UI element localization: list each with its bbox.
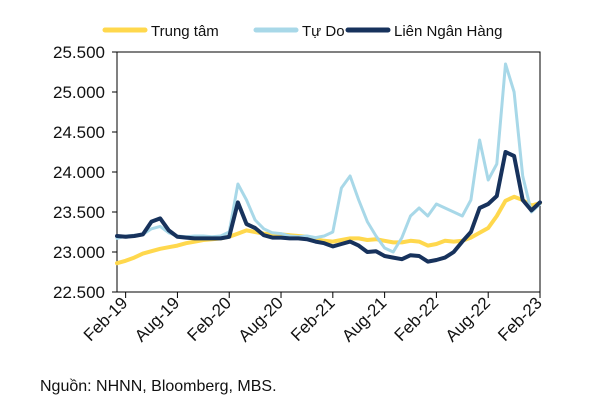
x-tick-label: Feb-21 xyxy=(287,293,339,345)
x-tick-label: Aug-21 xyxy=(338,293,390,345)
x-tick-label: Feb-23 xyxy=(494,293,546,345)
x-tick-label: Aug-22 xyxy=(442,293,494,345)
y-tick-label: 24.000 xyxy=(53,163,105,182)
series-line xyxy=(115,194,542,266)
x-tick-label: Aug-20 xyxy=(235,293,287,345)
y-tick-label: 23.000 xyxy=(53,243,105,262)
x-tick-label: Aug-19 xyxy=(131,293,183,345)
x-axis: Feb-19 Aug-19 Feb-20 Aug-20 Feb-21 Aug-21 Feb-… xyxy=(80,292,546,346)
y-axis: 22.500 23.000 23.500 24.000 24.500 25.000 25.5… xyxy=(53,43,117,302)
series-line xyxy=(115,150,542,264)
plot-frame xyxy=(116,51,541,293)
y-tick-label: 22.500 xyxy=(53,283,105,302)
legend-label: Liên Ngân Hàng xyxy=(394,23,502,40)
y-tick-label: 24.500 xyxy=(53,123,105,142)
series-line xyxy=(115,62,542,254)
legend-label: Tự Do xyxy=(302,23,345,40)
chart-legend: Trung tâm Tự Do Liên Ngân Hàng xyxy=(102,23,502,40)
legend-label: Trung tâm xyxy=(151,23,219,40)
source-note: Nguồn: NHNN, Bloomberg, MBS. xyxy=(40,378,277,395)
y-tick-label: 23.500 xyxy=(53,203,105,222)
x-tick-label: Feb-20 xyxy=(184,293,236,345)
y-tick-label: 25.000 xyxy=(53,83,105,102)
x-tick-label: Feb-22 xyxy=(391,293,443,345)
y-tick-label: 25.500 xyxy=(53,43,105,62)
plot-border xyxy=(116,51,541,293)
series-layer xyxy=(115,62,542,266)
